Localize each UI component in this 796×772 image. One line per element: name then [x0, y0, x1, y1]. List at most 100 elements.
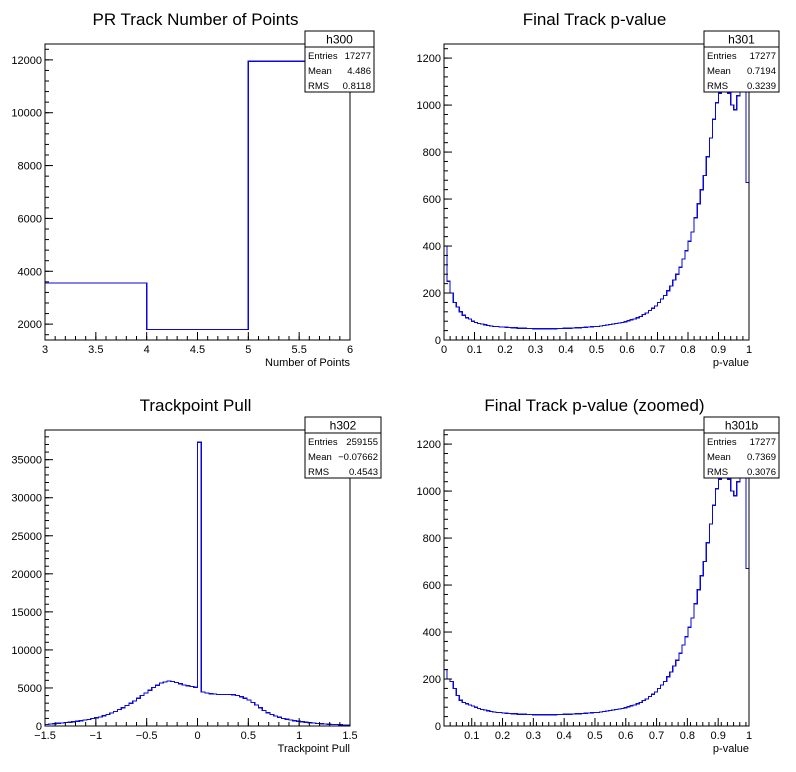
y-axis: 0 200 400 600 800 1000 1200 — [417, 434, 452, 733]
y-tick-label: 1200 — [417, 53, 441, 65]
stats-mean-value: 0.7369 — [747, 452, 776, 463]
y-tick-label: 400 — [423, 627, 441, 639]
x-tick-label: 1.5 — [342, 730, 357, 742]
x-tick-label: 0.3 — [528, 344, 543, 356]
stats-rms-value: 0.4543 — [349, 467, 378, 478]
stats-mean-label: Mean — [308, 66, 332, 77]
x-tick-label: 0.7 — [650, 344, 665, 356]
stats-mean-label: Mean — [707, 452, 731, 463]
stats-box: h301b Entries 17277 Mean 0.7369 RMS 0.3076 — [703, 416, 780, 479]
x-tick-label: −1.5 — [34, 730, 56, 742]
x-tick-label: 3 — [42, 344, 48, 356]
x-tick-label: 5 — [245, 344, 251, 356]
pad-h301b: Final Track p-value (zoomed) 0.1 0.2 0.3 0.4… — [417, 396, 780, 755]
y-tick-label: 800 — [423, 533, 441, 545]
y-tick-label: 12000 — [11, 55, 42, 67]
x-tick-label: 0.2 — [497, 344, 512, 356]
x-tick-label: 0.6 — [618, 730, 633, 742]
x-axis-label: p-value — [713, 743, 749, 755]
stats-box: h301 Entries 17277 Mean 0.7194 RMS 0.3239 — [703, 30, 780, 93]
x-tick-label: 4.5 — [190, 344, 205, 356]
y-tick-label: 30000 — [11, 493, 42, 505]
stats-rms-label: RMS — [707, 81, 728, 92]
stats-histogram-name: h301 — [728, 33, 755, 47]
y-axis: 0 5000 10000 15000 20000 25000 30000 35000 — [11, 436, 53, 733]
chart-title: Final Track p-value — [523, 10, 667, 29]
stats-entries-value: 17277 — [750, 437, 776, 448]
stats-box-frame — [703, 30, 780, 93]
histogram-outline — [45, 60, 350, 331]
x-tick-label: 0.9 — [711, 344, 726, 356]
y-tick-label: 5000 — [18, 683, 42, 695]
stats-entries-value: 17277 — [345, 51, 371, 62]
y-tick-label: 6000 — [18, 213, 42, 225]
plot-frame — [443, 429, 750, 727]
x-tick-label: 0.8 — [680, 344, 695, 356]
y-tick-label: 1000 — [417, 100, 441, 112]
histogram-outline — [444, 476, 749, 716]
x-tick-label: 0.5 — [241, 730, 256, 742]
stats-box: h302 Entries 259155 Mean −0.07662 RMS 0.4543 — [304, 416, 382, 479]
x-tick-label: 3.5 — [88, 344, 103, 356]
x-tick-label: 0.9 — [711, 730, 726, 742]
x-tick-label: 1 — [746, 730, 752, 742]
x-tick-label: 0.3 — [526, 730, 541, 742]
stats-entries-value: 17277 — [750, 51, 776, 62]
y-tick-label: 15000 — [11, 607, 42, 619]
stats-mean-value: 0.7194 — [747, 66, 776, 77]
y-tick-label: 10000 — [11, 108, 42, 120]
y-tick-label: 400 — [423, 241, 441, 253]
y-tick-label: 600 — [423, 580, 441, 592]
y-tick-label: 1200 — [417, 439, 441, 451]
stats-entries-label: Entries — [707, 437, 737, 448]
x-tick-label: 5.5 — [292, 344, 307, 356]
x-tick-label: 0.4 — [557, 730, 572, 742]
pad-h301: Final Track p-value 0 0.1 0.2 0.3 0.4 0.5 0.6 0.… — [417, 10, 780, 369]
stats-rms-label: RMS — [308, 81, 329, 92]
y-tick-label: 800 — [423, 147, 441, 159]
stats-mean-label: Mean — [707, 66, 731, 77]
x-tick-label: 0 — [441, 344, 447, 356]
y-tick-label: 8000 — [18, 161, 42, 173]
x-tick-label: 0.7 — [649, 730, 664, 742]
stats-rms-value: 0.3076 — [747, 467, 776, 478]
histogram-outline — [45, 441, 350, 726]
x-tick-label: 0.1 — [467, 344, 482, 356]
stats-entries-label: Entries — [308, 437, 338, 448]
chart-title: Final Track p-value (zoomed) — [484, 396, 704, 415]
y-tick-label: 35000 — [11, 455, 42, 467]
stats-entries-label: Entries — [707, 51, 737, 62]
pad-h300: PR Track Number of Points 3 3.5 4 4.5 5 5.5 6Nu… — [11, 10, 375, 369]
stats-histogram-name: h300 — [326, 33, 353, 47]
x-tick-label: 0 — [194, 730, 200, 742]
x-tick-label: 1 — [746, 344, 752, 356]
stats-rms-label: RMS — [707, 467, 728, 478]
stats-rms-value: 0.3239 — [747, 81, 776, 92]
stats-histogram-name: h301b — [725, 419, 759, 433]
stats-box-frame — [703, 416, 780, 479]
y-tick-label: 0 — [435, 721, 441, 733]
stats-entries-value: 259155 — [346, 437, 378, 448]
y-tick-label: 20000 — [11, 569, 42, 581]
stats-box: h300 Entries 17277 Mean 4.486 RMS 0.8118 — [304, 30, 375, 93]
chart-title: PR Track Number of Points — [93, 10, 299, 29]
stats-box-frame — [304, 416, 382, 479]
stats-entries-label: Entries — [308, 51, 338, 62]
x-axis-label: Number of Points — [265, 357, 350, 369]
y-tick-label: 2000 — [18, 319, 42, 331]
y-tick-label: 0 — [435, 335, 441, 347]
chart-title: Trackpoint Pull — [140, 396, 252, 415]
stats-mean-value: 4.486 — [347, 66, 371, 77]
stats-mean-label: Mean — [308, 452, 332, 463]
y-axis: 2000 4000 6000 8000 10000 12000 — [11, 48, 53, 336]
x-tick-label: 0.5 — [587, 730, 602, 742]
stats-box-frame — [304, 30, 375, 93]
x-tick-label: 0.5 — [589, 344, 604, 356]
x-tick-label: 0.2 — [495, 730, 510, 742]
x-tick-label: −0.5 — [136, 730, 158, 742]
y-tick-label: 10000 — [11, 645, 42, 657]
x-axis-label: Trackpoint Pull — [278, 743, 350, 755]
